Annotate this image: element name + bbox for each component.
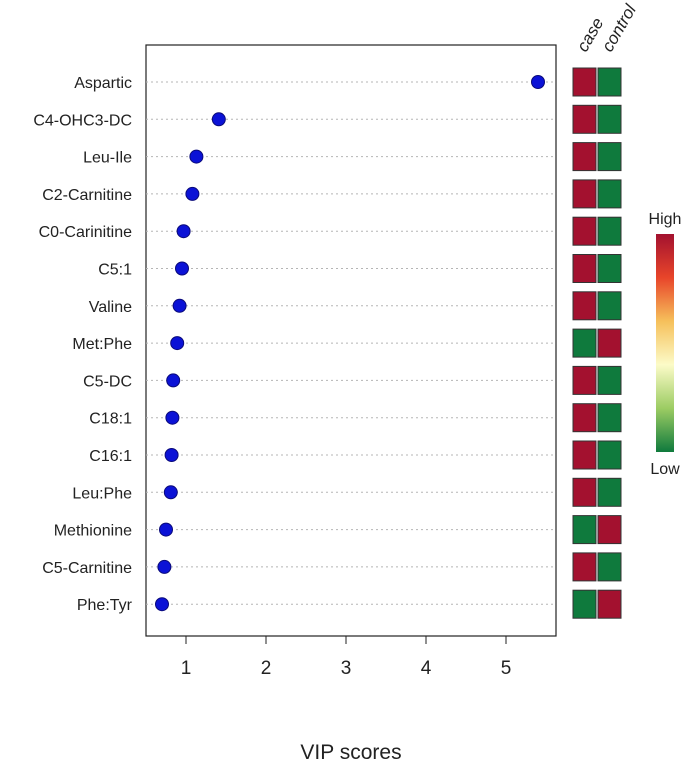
heatmap-cell: [572, 67, 597, 97]
vip-point: [172, 298, 187, 313]
heatmap-cell: [572, 477, 597, 507]
vip-point: [176, 224, 191, 239]
feature-label: C2-Carnitine: [42, 187, 132, 204]
legend-high-label: High: [649, 211, 682, 228]
feature-label: Leu:Phe: [72, 485, 132, 502]
color-legend: High Low: [649, 211, 682, 478]
heatmap-cell: [597, 216, 622, 246]
feature-label: C5:1: [98, 262, 132, 279]
vip-point: [211, 112, 226, 127]
heatmap-cell: [572, 216, 597, 246]
heatmap-cell: [597, 142, 622, 172]
feature-label: Methionine: [54, 523, 132, 540]
feature-label: Met:Phe: [72, 336, 132, 353]
vip-point: [175, 261, 189, 276]
heatmap-cell: [572, 403, 597, 433]
feature-label: C4-OHC3-DC: [33, 112, 132, 129]
heatmap-cell: [572, 179, 597, 209]
plot-frame: [145, 44, 557, 637]
x-tick-label: 2: [261, 658, 272, 679]
heatmap-cell: [597, 104, 622, 134]
x-tick-label: 1: [181, 658, 192, 679]
vip-point: [163, 485, 178, 500]
legend-gradient-bar: [656, 234, 674, 452]
vip-point: [157, 559, 172, 574]
vip-point: [170, 336, 185, 351]
feature-label: C5-DC: [83, 373, 132, 390]
x-axis: 1 2 3 4 5: [181, 635, 512, 679]
heatmap-cell: [597, 440, 622, 470]
heatmap-cell: [597, 67, 622, 97]
vip-points: [155, 75, 545, 612]
vip-point: [155, 597, 169, 612]
heatmap-cell: [597, 254, 622, 283]
x-tick-label: 4: [421, 658, 432, 679]
heatmap-cell: [572, 142, 597, 172]
vip-point: [165, 410, 180, 425]
heatmap-cell: [597, 328, 622, 358]
vip-point: [159, 522, 173, 537]
feature-label: C0-Carinitine: [39, 224, 132, 241]
heatmap-cell: [597, 179, 622, 209]
vip-point: [531, 75, 545, 89]
heatmap-cell: [572, 104, 597, 134]
feature-label: C16:1: [89, 448, 132, 465]
feature-label: C5-Carnitine: [42, 560, 132, 577]
heatmap-cell: [597, 365, 622, 395]
legend-low-label: Low: [650, 461, 680, 478]
vip-point: [185, 186, 200, 201]
heatmap-cell: [597, 477, 622, 507]
heatmap-cell: [572, 589, 597, 619]
feature-label: C18:1: [89, 411, 132, 428]
heatmap-cell: [572, 291, 597, 321]
x-axis-title: VIP scores: [300, 741, 401, 764]
heatmap-cell: [572, 552, 597, 582]
heatmap-cell: [572, 328, 597, 358]
heatmap-cell: [597, 515, 622, 545]
feature-label: Phe:Tyr: [77, 597, 133, 614]
x-tick-label: 5: [501, 658, 512, 679]
heatmap-cell: [597, 589, 622, 619]
feature-labels: Aspartic C4-OHC3-DC Leu-Ile C2-Carnitine C0-…: [33, 75, 132, 614]
heatmap-cell: [597, 403, 622, 433]
feature-label: Aspartic: [74, 75, 132, 92]
heatmap-cell: [597, 291, 622, 321]
heatmap-cell: [572, 365, 597, 395]
grid-lines: [146, 81, 556, 605]
heatmap-cell: [572, 515, 597, 545]
heatmap-cell: [572, 440, 597, 470]
heatmap-cell: [572, 254, 597, 283]
x-tick-label: 3: [341, 658, 352, 679]
feature-label: Valine: [89, 299, 132, 316]
feature-label: Leu-Ile: [83, 150, 132, 167]
vip-point: [166, 373, 181, 388]
heatmap-cell: [597, 552, 622, 582]
vip-point: [164, 448, 179, 462]
vip-point: [189, 149, 204, 164]
